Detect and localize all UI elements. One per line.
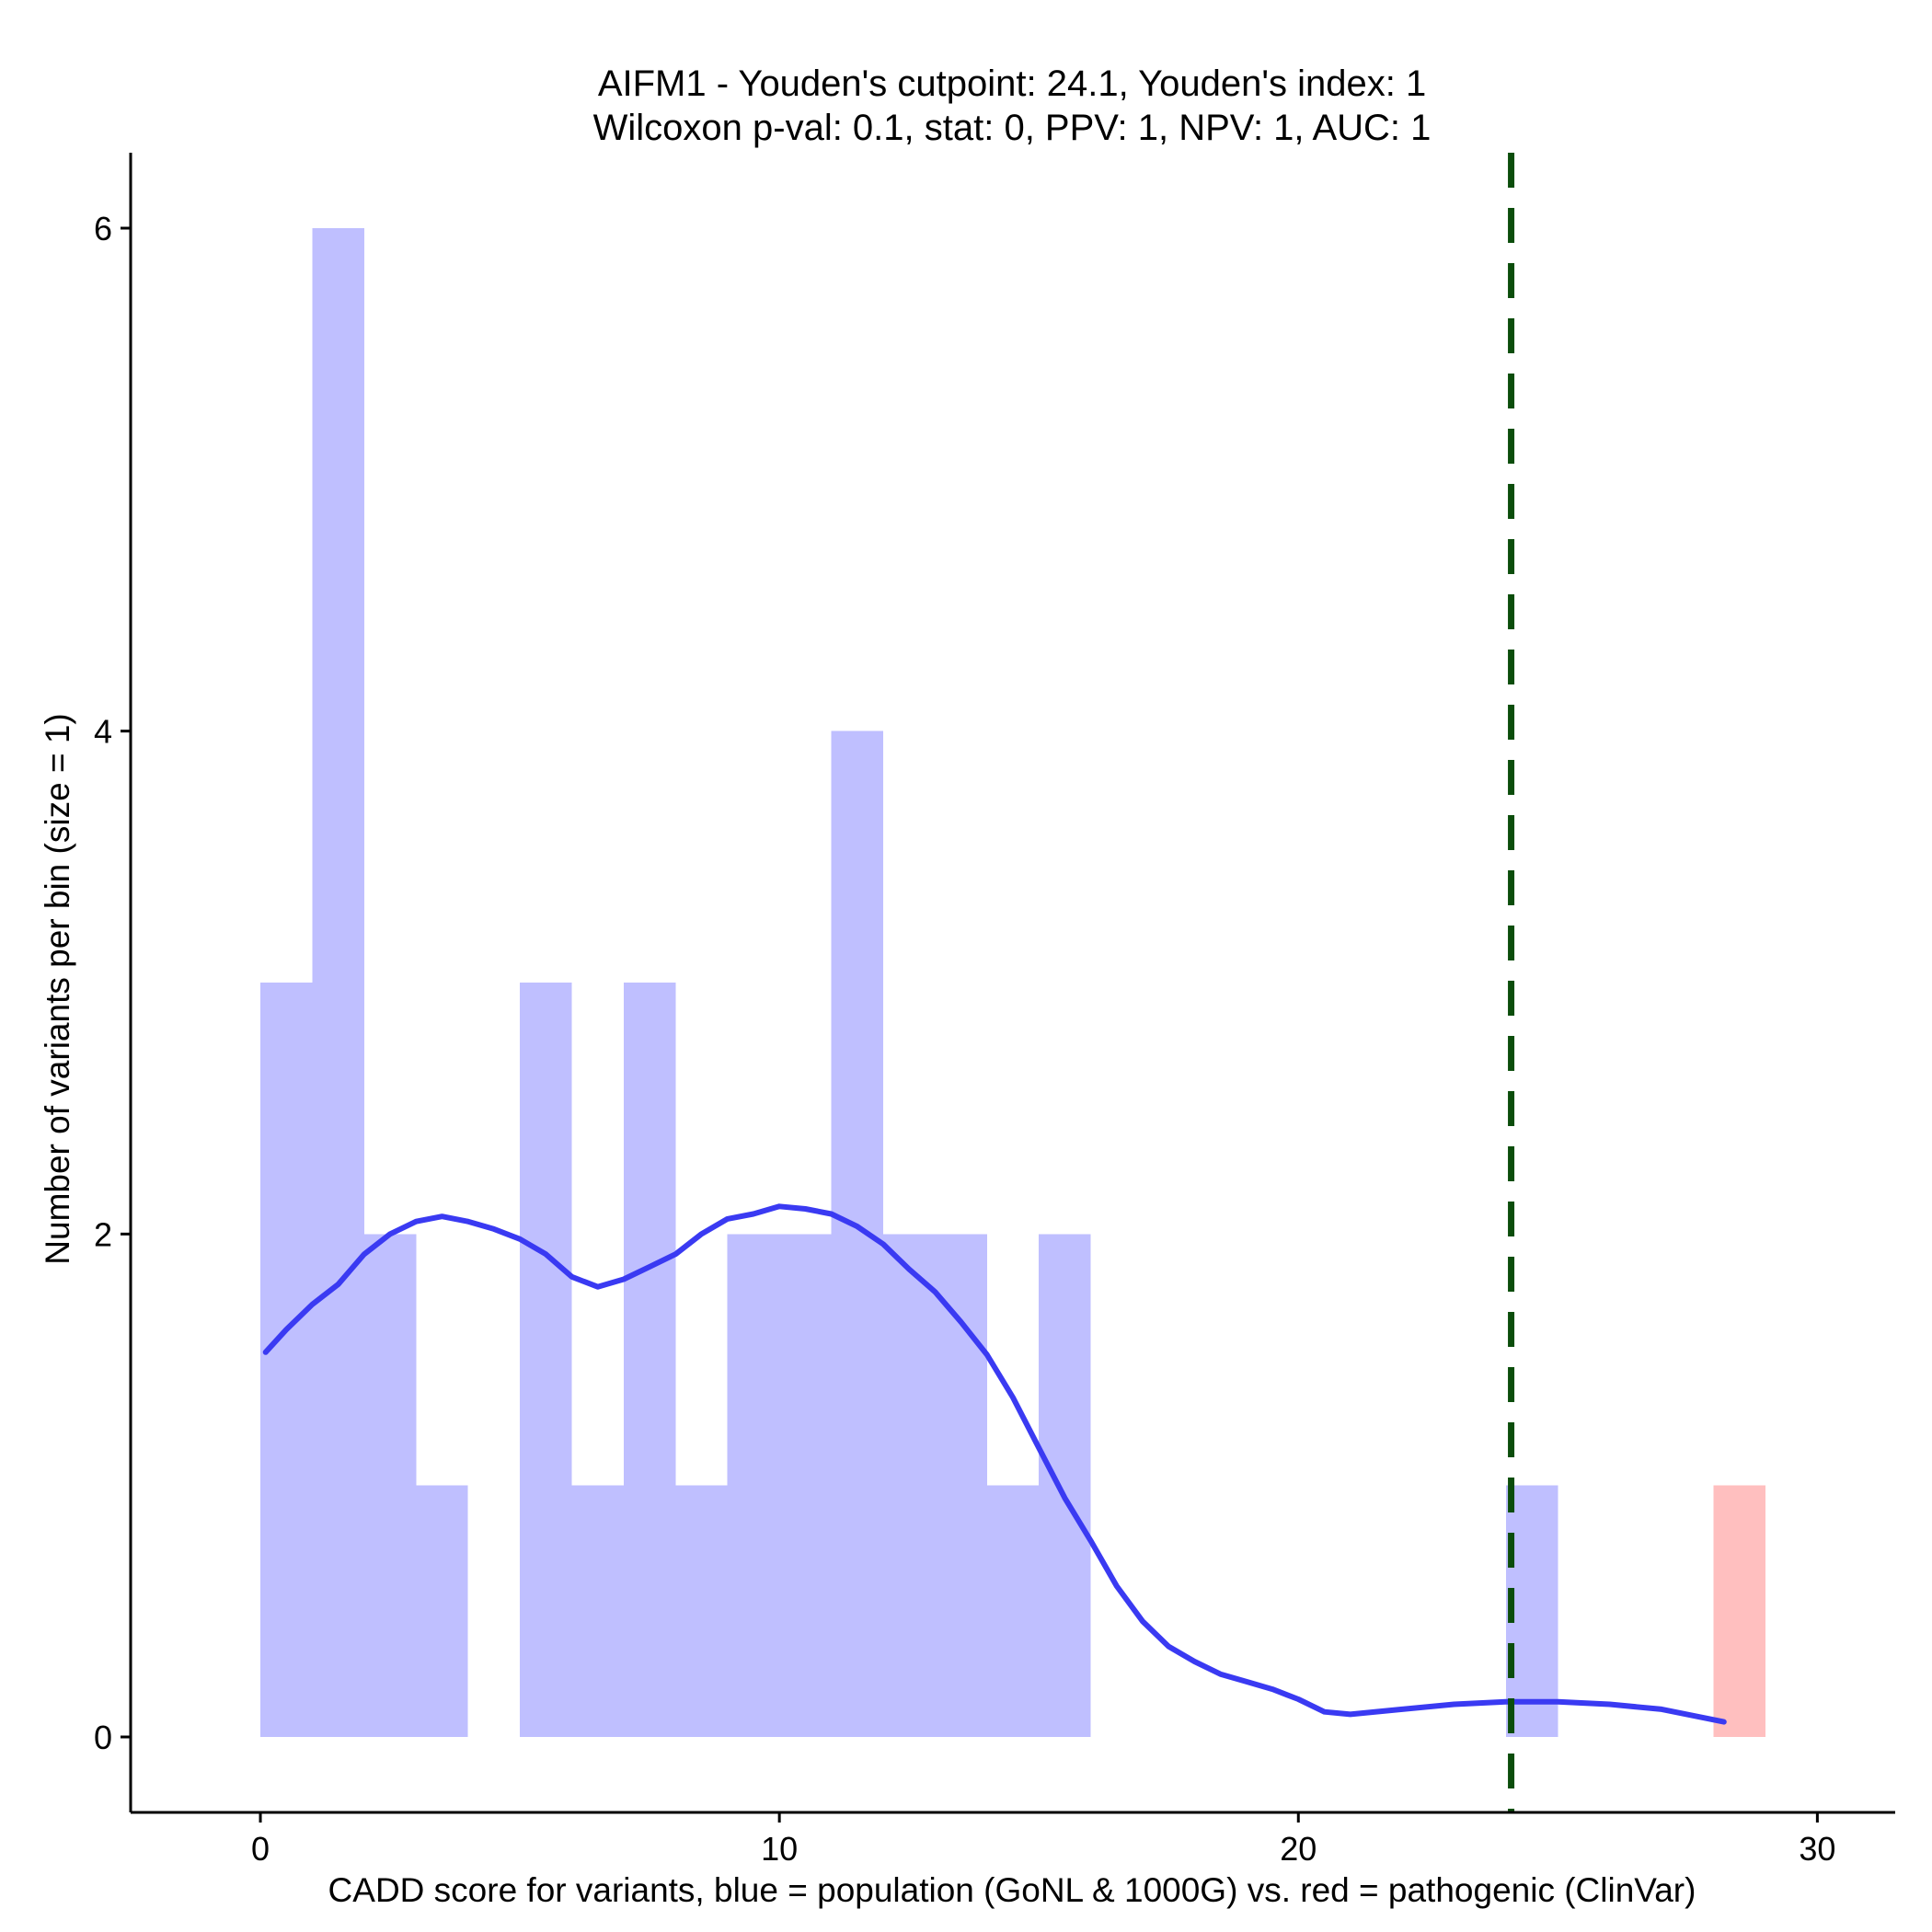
histogram-bar-series0-bin8 (727, 1234, 780, 1737)
histogram-bar-series1-bin0 (1713, 1485, 1765, 1737)
histogram-bar-series0-bin1 (312, 228, 364, 1737)
histogram-bar-series0-bin12 (935, 1234, 987, 1737)
y-tick-label-0: 0 (94, 1719, 112, 1756)
histogram-bar-series0-bin7 (675, 1485, 728, 1737)
chart-title-line2: Wilcoxon p-val: 0.1, stat: 0, PPV: 1, NP… (593, 108, 1432, 148)
x-axis-title: CADD score for variants, blue = populati… (328, 1871, 1696, 1909)
bars-layer (260, 228, 1765, 1737)
histogram-bar-series0-bin15 (1505, 1485, 1558, 1737)
density-curve-layer (262, 1203, 1727, 1725)
histogram-bar-series0-bin0 (260, 983, 313, 1737)
chart-title-line1: AIFM1 - Youden's cutpoint: 24.1, Youden'… (598, 63, 1426, 104)
histogram-bar-series0-bin3 (416, 1485, 468, 1737)
y-axis-title: Number of variants per bin (size = 1) (39, 713, 76, 1264)
histogram-bar-series0-bin10 (831, 730, 883, 1737)
x-tick-label-20: 20 (1280, 1830, 1317, 1868)
histogram-bar-series0-bin14 (1039, 1234, 1091, 1737)
y-tick-label-4: 4 (94, 713, 112, 751)
histogram-bar-series0-bin5 (571, 1485, 624, 1737)
histogram-bar-series0-bin9 (779, 1234, 832, 1737)
histogram-bar-series0-bin13 (986, 1485, 1040, 1737)
y-tick-label-2: 2 (94, 1215, 112, 1253)
histogram-bar-series0-bin2 (363, 1234, 417, 1737)
density-curve (262, 1203, 1727, 1725)
x-tick-label-30: 30 (1799, 1830, 1835, 1868)
histogram-bar-series0-bin4 (520, 983, 572, 1737)
x-tick-label-10: 10 (761, 1830, 798, 1868)
histogram-bar-series0-bin11 (882, 1234, 936, 1737)
axes-layer: 0 10 20 30 0 2 4 6 (94, 153, 1895, 1868)
x-tick-label-0: 0 (251, 1830, 270, 1868)
y-tick-label-6: 6 (94, 210, 112, 247)
histogram-bar-series0-bin6 (623, 983, 676, 1737)
